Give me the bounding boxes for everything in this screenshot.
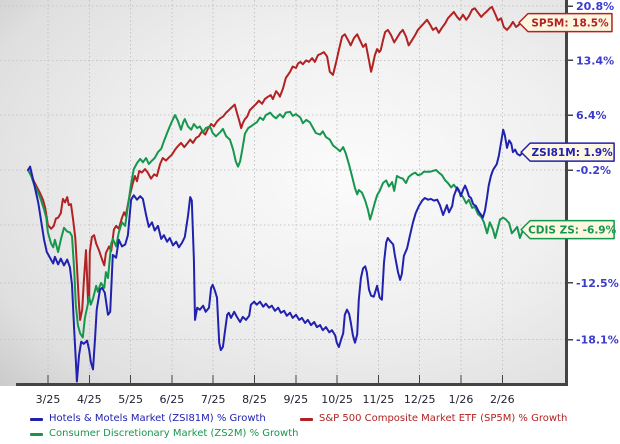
y-tick-label: 13.4% (576, 54, 614, 67)
series-line-zs2m (27, 110, 525, 339)
x-tick-label: 8/25 (242, 393, 267, 406)
badge-sp5m (518, 12, 613, 33)
legend-item-sp5m: S&P 500 Composite Market ETF (SP5M) % Gr… (300, 413, 567, 425)
axes: 3/25 4/25 5/25 6/25 7/25 8/25 9/25 10/25 11/25 12… (16, 0, 619, 406)
x-tick-label: 11/25 (363, 393, 395, 406)
x-tick-label: 12/25 (404, 393, 436, 406)
series-lines (27, 5, 525, 383)
x-tick-label: 2/26 (490, 393, 515, 406)
x-tick-label: 4/25 (77, 393, 102, 406)
y-tick-label: -12.5% (576, 277, 619, 290)
plot-background (0, 0, 568, 386)
y-tick-label: 20.8% (576, 0, 614, 13)
series-line-sp5m (27, 5, 522, 321)
y-tick-label: -18.1% (576, 334, 619, 347)
y-tick-label: 6.4% (576, 109, 607, 122)
legend-label-zs2m: Consumer Discretionary Market (ZS2M) % G… (49, 428, 299, 439)
series-line-zsi81m (27, 128, 525, 383)
legend-swatch-zs2m (30, 432, 43, 436)
x-tick-label: 10/25 (321, 393, 353, 406)
x-tick-label: 7/25 (201, 393, 226, 406)
legend-label-sp5m: S&P 500 Composite Market ETF (SP5M) % Gr… (319, 413, 568, 424)
badge-label-sp5m: SP5M: 18.5% (531, 18, 609, 30)
value-badges: ZSI81M: 1.9% SP5M: 18.5% CDIS ZS: -6.9% (518, 12, 617, 240)
x-tick-label: 1/26 (449, 393, 474, 406)
legend-label-zsi81m: Hotels & Motels Market (ZSI81M) % Growth (49, 413, 266, 424)
badge-label-zs2m: CDIS ZS: -6.9% (528, 225, 617, 237)
badge-zsi81m (520, 142, 615, 162)
legend-swatch-zsi81m (30, 417, 43, 421)
x-tick-label: 3/25 (36, 393, 61, 406)
y-tick-label: -0.2% (576, 164, 611, 177)
x-tick-label: 5/25 (118, 393, 143, 406)
legend-item-zs2m: Consumer Discretionary Market (ZS2M) % G… (30, 428, 299, 440)
x-tick-label: 6/25 (160, 393, 185, 406)
plot-area (0, 0, 568, 386)
x-tick-label: 9/25 (283, 393, 308, 406)
badge-label-zsi81m: ZSI81M: 1.9% (532, 147, 614, 159)
legend-item-zsi81m: Hotels & Motels Market (ZSI81M) % Growth (30, 413, 266, 425)
badge-zs2m (520, 219, 615, 240)
legend-swatch-sp5m (300, 417, 313, 421)
